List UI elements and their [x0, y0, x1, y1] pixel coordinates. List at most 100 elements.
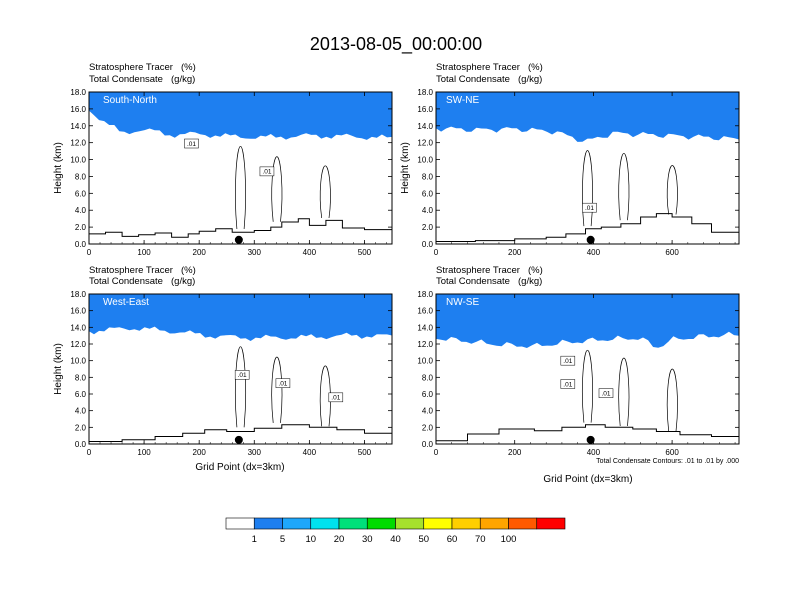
y-tick-label: 16.0 [70, 307, 86, 316]
y-tick-label: 4.0 [422, 407, 434, 416]
y-tick-label: 12.0 [70, 139, 86, 148]
tracer-band [89, 92, 392, 140]
panel-nw-se: Stratosphere Tracer (%) Total Condensate… [417, 265, 740, 485]
field: .01 .01 .01 [89, 294, 392, 444]
contour-label-box [259, 166, 275, 177]
x-tick-label: 600 [665, 248, 679, 257]
x-tick-label: 200 [193, 248, 207, 257]
colorbar-swatch [253, 517, 283, 530]
contour-label-box [328, 392, 344, 403]
y-tick-label: 18.0 [417, 88, 433, 97]
y-tick-label: 18.0 [417, 290, 433, 299]
condensate-contour [271, 356, 283, 423]
x-tick-label: 400 [587, 448, 601, 457]
condensate-contour [582, 150, 593, 227]
y-tick-label: 2.0 [75, 423, 87, 432]
contour-label-box [598, 388, 614, 398]
condensate-contour [666, 165, 678, 215]
terrain-line [436, 213, 739, 242]
contour-label-box [560, 355, 576, 366]
colorbar-label: 10 [305, 534, 316, 545]
tracer-band [436, 92, 739, 142]
colorbar-label: 30 [362, 534, 373, 545]
colorbar-label: 5 [280, 534, 285, 545]
field: .01 [436, 92, 739, 244]
y-tick-label: 8.0 [75, 172, 87, 181]
y-tick-label: 0.0 [75, 240, 87, 249]
plot-frame [435, 91, 740, 245]
y-tick-label: 14.0 [70, 323, 86, 332]
y-tick-label: 2.0 [75, 223, 87, 232]
panel-header-condensate-units: (g/kg) [171, 74, 195, 85]
y-tick-label: 8.0 [422, 373, 434, 382]
colorbar-label: 1 [252, 534, 257, 545]
plot-frame [435, 293, 740, 445]
contour-label: .01 [563, 358, 572, 365]
y-tick-label: 8.0 [75, 373, 87, 382]
terrain-line [436, 424, 739, 442]
colorbar-swatch [310, 517, 340, 530]
x-tick-label: 600 [665, 448, 679, 457]
panel-header-tracer: Stratosphere Tracer [436, 62, 520, 73]
terrain-line [89, 218, 392, 238]
plot-area: .01 .01 .01 0.0 2.0 4.0 6.0 8.0 10.0 12.0 14.0 16.0… [417, 290, 740, 457]
condensate-contour [271, 156, 283, 222]
colorbar-swatch [395, 517, 425, 530]
panel-label: SW-NE [446, 95, 479, 106]
colorbar-swatch [225, 517, 255, 530]
colorbar-label: 40 [390, 534, 401, 545]
figure-title: 2013-08-05_00:00:00 [310, 34, 482, 55]
y-tick-label: 4.0 [422, 206, 434, 215]
y-tick-label: 0.0 [75, 440, 87, 449]
contour-label-box [275, 378, 291, 388]
panel-header-tracer-units: (%) [181, 265, 196, 276]
condensate-contour [666, 368, 678, 432]
location-marker [586, 435, 595, 444]
panel-header-tracer: Stratosphere Tracer [89, 265, 173, 276]
panel-header-condensate-units: (g/kg) [518, 74, 542, 85]
x-axis-label: Grid Point (dx=3km) [543, 474, 632, 485]
x-tick-label: 400 [303, 248, 317, 257]
y-tick-label: 14.0 [70, 122, 86, 131]
contour-label: .01 [187, 141, 196, 148]
panel-header-tracer-units: (%) [528, 265, 543, 276]
panel-header-tracer: Stratosphere Tracer [89, 62, 173, 73]
contour-label-box [234, 370, 250, 380]
plot-area: .01 0.0 2.0 4.0 6.0 8.0 10.0 12.0 14.0 16.0 18.0 0 2… [417, 88, 740, 257]
y-tick-label: 2.0 [422, 223, 434, 232]
condensate-contour [235, 346, 246, 428]
panel-header-tracer-units: (%) [181, 62, 196, 73]
condensate-contour [618, 357, 630, 427]
contour-label: .01 [262, 169, 271, 176]
colorbar-swatch [366, 517, 396, 530]
x-axis-label: Grid Point (dx=3km) [195, 462, 284, 473]
location-marker [234, 435, 243, 444]
y-tick-label: 14.0 [417, 122, 433, 131]
colorbar-label: 70 [475, 534, 486, 545]
panel-west-east: Stratosphere Tracer (%) Total Condensate… [53, 265, 393, 473]
y-tick-label: 2.0 [422, 423, 434, 432]
condensate-contour [618, 152, 630, 221]
panel-label: West-East [103, 297, 149, 308]
colorbar-label: 60 [447, 534, 458, 545]
y-axis-label: Height (km) [400, 142, 411, 194]
field: .01 .01 [89, 92, 392, 244]
colorbar-swatch [508, 517, 538, 530]
panel-sw-ne: Stratosphere Tracer (%) Total Condensate… [400, 62, 740, 257]
x-tick-label: 0 [434, 448, 439, 457]
y-tick-label: 6.0 [422, 189, 434, 198]
panel-header-condensate: Total Condensate [89, 276, 163, 287]
colorbar-swatch [451, 517, 481, 530]
x-tick-label: 100 [137, 248, 151, 257]
panel-label: South-North [103, 95, 157, 106]
contour-label: .01 [278, 380, 287, 387]
colorbar: 1 5 10 20 30 40 50 60 70 100 [225, 517, 566, 545]
y-axis-label: Height (km) [53, 343, 64, 395]
y-tick-label: 10.0 [70, 357, 86, 366]
plot-area: .01 .01 0.0 2.0 4.0 6.0 8.0 10.0 12.0 14.0 16.0 18.… [70, 88, 393, 257]
y-tick-label: 16.0 [417, 105, 433, 114]
plot-frame [88, 91, 393, 245]
y-tick-label: 4.0 [75, 407, 87, 416]
x-tick-label: 0 [87, 448, 92, 457]
y-tick-label: 12.0 [417, 340, 433, 349]
